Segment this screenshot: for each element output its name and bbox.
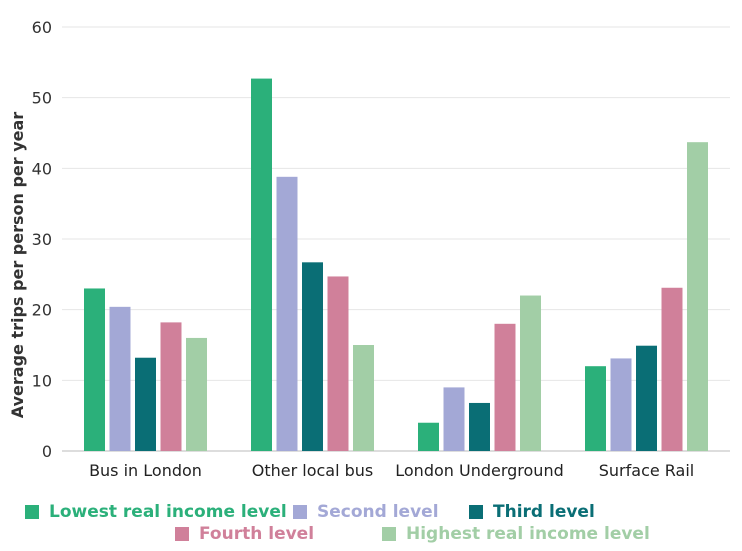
bar	[585, 366, 606, 451]
x-tick-label: Surface Rail	[599, 461, 695, 480]
x-tick-label: Bus in London	[89, 461, 202, 480]
x-axis-ticks: Bus in London Other local bus London Under…	[89, 461, 694, 480]
legend-item: Lowest real income level	[25, 499, 287, 525]
y-tick-label: 30	[32, 230, 52, 249]
legend-swatch	[469, 505, 483, 519]
legend-label: Fourth level	[199, 524, 315, 544]
legend-item: Highest real income level	[382, 521, 650, 547]
y-tick-label: 10	[32, 371, 52, 390]
bar	[443, 387, 465, 451]
legend-item: Second level	[293, 499, 439, 525]
legend-swatch	[382, 527, 396, 541]
bar	[186, 337, 207, 451]
bar-chart: 0 10 20 30 40 50 60 Bus in London Other local b…	[8, 18, 730, 480]
legend-label: Third level	[493, 502, 595, 522]
bar	[418, 422, 439, 451]
bar	[687, 142, 708, 452]
bar	[251, 78, 272, 451]
legend-swatch	[293, 505, 307, 519]
y-tick-label: 20	[32, 301, 52, 320]
bar	[109, 306, 131, 451]
legend-item: Third level	[469, 499, 595, 525]
bar	[353, 345, 374, 451]
x-tick-label: London Underground	[395, 461, 564, 480]
legend-item: Fourth level	[175, 521, 314, 547]
y-axis-ticks: 0 10 20 30 40 50 60	[32, 18, 52, 461]
bar	[276, 176, 298, 451]
bar	[520, 295, 541, 451]
bar	[160, 322, 182, 451]
bar	[636, 345, 657, 451]
legend-swatch	[175, 527, 189, 541]
legend-label: Lowest real income level	[49, 502, 287, 522]
bar	[135, 357, 156, 451]
legend-label: Second level	[317, 502, 439, 522]
legend-swatch	[25, 505, 39, 519]
bar	[494, 323, 516, 451]
bar	[610, 358, 632, 451]
bar	[84, 288, 105, 451]
y-tick-label: 50	[32, 89, 52, 108]
legend-label: Highest real income level	[406, 524, 650, 544]
x-tick-label: Other local bus	[252, 461, 374, 480]
legend: Lowest real income level Second level Thir…	[0, 497, 742, 551]
bar	[327, 276, 349, 451]
bar	[469, 402, 490, 451]
y-tick-label: 60	[32, 18, 52, 37]
bar	[661, 287, 683, 451]
bar	[302, 262, 323, 451]
y-tick-label: 40	[32, 159, 52, 178]
y-tick-label: 0	[42, 442, 52, 461]
bars	[84, 78, 708, 452]
y-axis-title: Average trips per person per year	[8, 112, 27, 419]
